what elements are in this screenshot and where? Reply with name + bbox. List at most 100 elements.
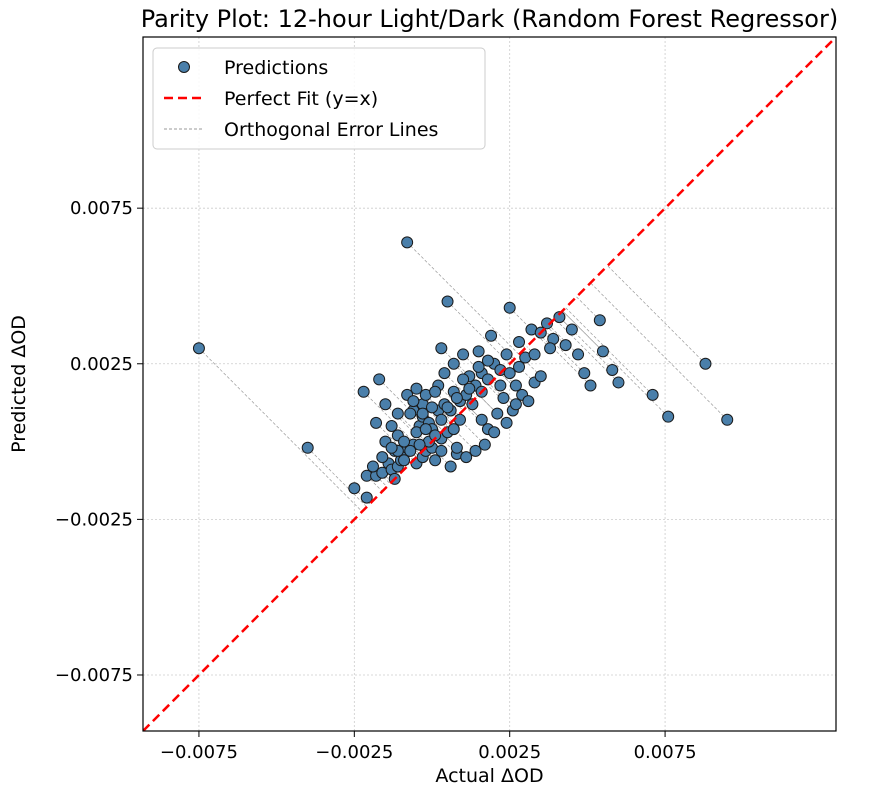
prediction-point bbox=[419, 423, 432, 436]
prediction-point bbox=[497, 392, 510, 405]
prediction-point bbox=[500, 348, 513, 361]
prediction-point bbox=[553, 311, 566, 324]
prediction-point bbox=[404, 407, 417, 420]
prediction-point bbox=[522, 395, 535, 408]
prediction-point bbox=[373, 373, 386, 386]
prediction-point bbox=[509, 379, 522, 392]
prediction-point bbox=[513, 360, 526, 373]
prediction-point bbox=[559, 339, 572, 352]
prediction-point bbox=[401, 236, 414, 249]
prediction-point bbox=[662, 410, 675, 423]
error-line bbox=[590, 282, 728, 421]
prediction-point bbox=[612, 376, 625, 389]
prediction-point bbox=[447, 357, 460, 370]
prediction-point bbox=[596, 345, 609, 358]
prediction-point bbox=[429, 454, 442, 467]
prediction-point bbox=[441, 295, 454, 308]
prediction-point bbox=[407, 395, 420, 408]
prediction-point bbox=[469, 444, 482, 457]
prediction-point bbox=[584, 379, 597, 392]
x-tick-label: −0.0025 bbox=[315, 742, 393, 763]
prediction-point bbox=[646, 388, 659, 401]
prediction-point bbox=[429, 385, 442, 398]
prediction-point bbox=[503, 367, 516, 380]
error-line bbox=[198, 347, 363, 512]
error-line bbox=[557, 315, 613, 371]
error-line bbox=[307, 447, 367, 508]
plot-frame bbox=[142, 36, 837, 732]
prediction-point bbox=[485, 329, 498, 342]
prediction-point bbox=[513, 335, 526, 348]
chart-title: Parity Plot: 12-hour Light/Dark (Random … bbox=[141, 5, 838, 33]
prediction-point bbox=[447, 423, 460, 436]
prediction-point bbox=[481, 354, 494, 367]
y-axis-label: Predicted ΔOD bbox=[8, 315, 30, 453]
x-tick-label: 0.0025 bbox=[478, 742, 541, 763]
prediction-point bbox=[466, 398, 479, 411]
prediction-point bbox=[357, 385, 370, 398]
legend-box bbox=[152, 47, 486, 150]
x-tick-label: −0.0075 bbox=[160, 742, 238, 763]
prediction-point bbox=[376, 451, 389, 464]
prediction-point bbox=[438, 367, 451, 380]
error-line bbox=[546, 326, 566, 346]
prediction-point bbox=[413, 438, 426, 451]
x-axis-label: Actual ΔOD bbox=[435, 765, 543, 787]
grid bbox=[143, 37, 836, 731]
prediction-point bbox=[416, 407, 429, 420]
y-tick-label: 0.0025 bbox=[70, 354, 133, 375]
legend: Predictions Perfect Fit (y=x) Orthogonal… bbox=[152, 47, 486, 150]
legend-label-error-lines: Orthogonal Error Lines bbox=[224, 119, 438, 141]
error-line bbox=[406, 242, 520, 355]
prediction-point bbox=[472, 360, 485, 373]
prediction-point bbox=[472, 345, 485, 358]
error-line bbox=[489, 383, 504, 399]
error-line bbox=[425, 394, 453, 422]
prediction-point bbox=[544, 342, 557, 355]
prediction-point bbox=[450, 441, 463, 454]
plot-content bbox=[143, 37, 836, 731]
prediction-point bbox=[606, 363, 619, 376]
legend-label-perfect-fit: Perfect Fit (y=x) bbox=[224, 88, 378, 110]
y-tick-label: −0.0075 bbox=[55, 665, 133, 686]
prediction-point bbox=[528, 348, 541, 361]
prediction-point bbox=[578, 367, 591, 380]
prediction-point bbox=[453, 413, 466, 426]
prediction-point bbox=[370, 416, 383, 429]
prediction-point bbox=[426, 401, 439, 414]
prediction-point bbox=[435, 444, 448, 457]
error-line bbox=[441, 431, 458, 449]
prediction-point bbox=[385, 441, 398, 454]
prediction-point bbox=[450, 392, 463, 405]
prediction-point bbox=[572, 348, 585, 361]
prediction-point bbox=[509, 398, 522, 411]
legend-label-predictions: Predictions bbox=[224, 57, 328, 79]
prediction-point bbox=[494, 379, 507, 392]
prediction-points bbox=[192, 236, 734, 504]
prediction-point bbox=[398, 435, 411, 448]
error-line bbox=[565, 307, 653, 396]
prediction-point bbox=[500, 416, 513, 429]
prediction-point bbox=[441, 401, 454, 414]
prediction-point bbox=[460, 451, 473, 464]
prediction-point bbox=[463, 382, 476, 395]
prediction-point bbox=[301, 441, 314, 454]
prediction-point bbox=[410, 382, 423, 395]
prediction-point bbox=[348, 482, 361, 495]
prediction-point bbox=[435, 413, 448, 426]
prediction-point bbox=[478, 438, 491, 451]
legend-marker-predictions bbox=[178, 61, 190, 73]
perfect-fit-line bbox=[143, 37, 836, 731]
prediction-point bbox=[540, 317, 553, 330]
y-tick-label: −0.0025 bbox=[55, 509, 133, 530]
prediction-point bbox=[593, 314, 606, 327]
x-tick-label: 0.0075 bbox=[634, 742, 697, 763]
prediction-point bbox=[503, 301, 516, 314]
error-line bbox=[607, 265, 706, 365]
y-axis-ticks: −0.0075 −0.0025 0.0025 0.0075 bbox=[55, 198, 143, 686]
prediction-point bbox=[457, 373, 470, 386]
prediction-point bbox=[391, 407, 404, 420]
prediction-point bbox=[360, 491, 373, 504]
error-line bbox=[366, 475, 383, 492]
